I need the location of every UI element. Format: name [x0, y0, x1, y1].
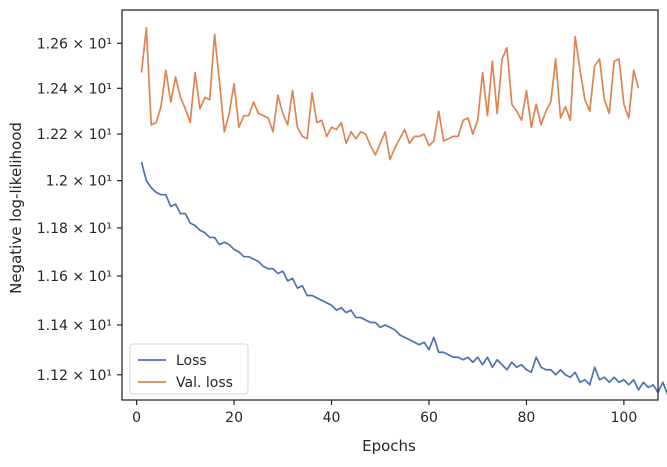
plot-area	[140, 26, 667, 396]
y-tick-label: 1.2 × 10¹	[46, 174, 112, 190]
y-tick-label: 1.18 × 10¹	[37, 221, 112, 237]
x-tick-label: 20	[225, 410, 243, 426]
y-axis-label: Negative log-likelihood	[7, 122, 25, 294]
x-tick-label: 0	[132, 410, 141, 426]
y-tick-label: 1.26 × 10¹	[37, 36, 112, 52]
x-tick-label: 60	[420, 410, 438, 426]
x-tick-label: 80	[518, 410, 536, 426]
y-tick-label: 1.22 × 10¹	[37, 127, 112, 143]
x-tick-label: 100	[611, 410, 638, 426]
legend[interactable]: Loss Val. loss	[129, 343, 249, 395]
y-tick-label: 1.24 × 10¹	[37, 81, 112, 97]
series-line-0	[140, 161, 667, 396]
plot-frame	[121, 9, 659, 401]
x-axis-label: Epochs	[362, 437, 416, 455]
axes: 0 20 40 60 80 100 1.12 × 10¹ 1.14 × 10¹ 1.16 × 1…	[37, 9, 659, 426]
y-tick-label: 1.14 × 10¹	[37, 318, 112, 334]
x-tick-label: 40	[323, 410, 341, 426]
y-tick-label: 1.16 × 10¹	[37, 269, 112, 285]
series-line-1	[140, 26, 640, 161]
legend-label-1: Val. loss	[176, 375, 233, 391]
legend-label-0: Loss	[176, 353, 207, 369]
y-tick-label: 1.12 × 10¹	[37, 368, 112, 384]
